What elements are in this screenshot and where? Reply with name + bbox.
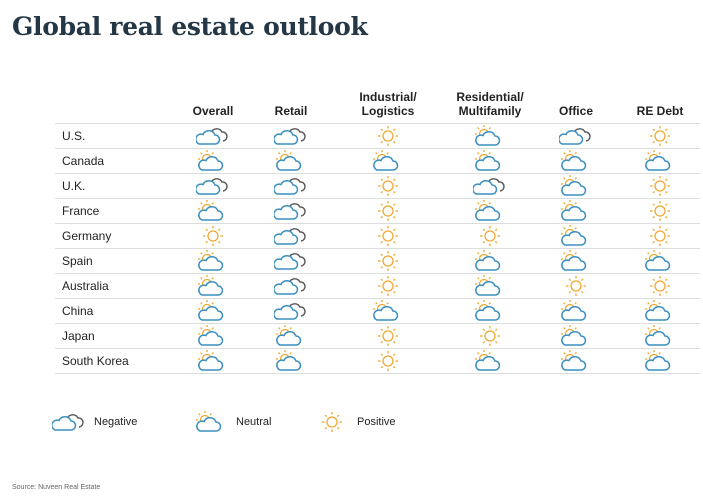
- column-header-overall: Overall: [192, 104, 234, 118]
- neutral-sun-cloud-icon: [559, 249, 593, 273]
- neutral-sun-cloud-icon: [196, 324, 230, 348]
- positive-sun-icon: [371, 199, 405, 223]
- neutral-sun-cloud-icon: [473, 274, 507, 298]
- neutral-sun-cloud-icon: [559, 299, 593, 323]
- positive-sun-icon: [559, 274, 593, 298]
- table-row: France: [55, 199, 700, 224]
- neutral-sun-cloud-icon: [559, 149, 593, 173]
- neutral-sun-cloud-icon: [196, 349, 230, 373]
- column-header-re-debt: RE Debt: [636, 104, 684, 118]
- negative-cloud-icon: [196, 174, 230, 198]
- table-row: Germany: [55, 224, 700, 249]
- neutral-sun-cloud-icon: [196, 299, 230, 323]
- neutral-sun-cloud-icon: [473, 199, 507, 223]
- country-label: U.S.: [62, 129, 86, 143]
- page-title: Global real estate outlook: [12, 12, 368, 41]
- legend-positive: Positive: [315, 410, 396, 434]
- legend-negative-label: Negative: [94, 416, 138, 428]
- country-label: South Korea: [62, 354, 129, 368]
- positive-sun-icon: [371, 249, 405, 273]
- positive-sun-icon: [473, 224, 507, 248]
- neutral-sun-cloud-icon: [371, 149, 405, 173]
- legend-neutral: Neutral: [194, 410, 271, 434]
- legend-positive-label: Positive: [357, 416, 396, 428]
- neutral-sun-cloud-icon: [196, 274, 230, 298]
- neutral-sun-cloud-icon: [559, 224, 593, 248]
- neutral-sun-cloud-icon: [274, 349, 308, 373]
- country-label: Australia: [62, 279, 109, 293]
- country-label: Germany: [62, 229, 112, 243]
- table-row: South Korea: [55, 349, 700, 374]
- negative-cloud-icon: [274, 124, 308, 148]
- positive-sun-icon: [643, 224, 677, 248]
- positive-sun-icon: [371, 324, 405, 348]
- column-header-office: Office: [558, 104, 593, 118]
- positive-sun-icon: [473, 324, 507, 348]
- neutral-sun-cloud-icon: [643, 349, 677, 373]
- positive-sun-icon: [371, 274, 405, 298]
- table-row: Canada: [55, 149, 700, 174]
- neutral-sun-cloud-icon: [473, 124, 507, 148]
- table-row: U.S.: [55, 124, 700, 149]
- table-row: Spain: [55, 249, 700, 274]
- positive-sun-icon: [371, 224, 405, 248]
- positive-sun-icon: [371, 349, 405, 373]
- negative-cloud-icon: [274, 199, 308, 223]
- country-label: Spain: [62, 254, 93, 268]
- neutral-sun-cloud-icon: [559, 349, 593, 373]
- country-label: U.K.: [62, 179, 86, 193]
- negative-cloud-icon: [274, 274, 308, 298]
- positive-sun-icon: [643, 124, 677, 148]
- country-label: France: [62, 204, 100, 218]
- column-header-retail: Retail: [274, 104, 308, 118]
- negative-cloud-icon: [274, 299, 308, 323]
- neutral-sun-cloud-icon: [643, 299, 677, 323]
- negative-cloud-icon: [274, 249, 308, 273]
- negative-cloud-icon: [559, 124, 593, 148]
- positive-sun-icon: [196, 224, 230, 248]
- neutral-sun-cloud-icon: [473, 349, 507, 373]
- outlook-table: U.S. Canada U.K. France Germany Spain Australi…: [55, 123, 700, 374]
- neutral-sun-cloud-icon: [559, 174, 593, 198]
- neutral-sun-cloud-icon: [643, 249, 677, 273]
- country-label: China: [62, 304, 94, 318]
- neutral-sun-cloud-icon: [196, 199, 230, 223]
- legend-neutral-label: Neutral: [236, 416, 272, 428]
- positive-sun-icon: [371, 124, 405, 148]
- negative-cloud-icon: [473, 174, 507, 198]
- negative-cloud-icon: [52, 410, 86, 434]
- neutral-sun-cloud-icon: [196, 149, 230, 173]
- table-row: Japan: [55, 324, 700, 349]
- neutral-sun-cloud-icon: [559, 324, 593, 348]
- neutral-sun-cloud-icon: [473, 149, 507, 173]
- neutral-sun-cloud-icon: [194, 410, 228, 434]
- column-header-industrial: Industrial/ Logistics: [359, 90, 417, 118]
- table-row: U.K.: [55, 174, 700, 199]
- positive-sun-icon: [643, 199, 677, 223]
- neutral-sun-cloud-icon: [473, 299, 507, 323]
- negative-cloud-icon: [274, 174, 308, 198]
- neutral-sun-cloud-icon: [196, 249, 230, 273]
- positive-sun-icon: [643, 174, 677, 198]
- country-label: Canada: [62, 154, 105, 168]
- country-label: Japan: [62, 329, 95, 343]
- neutral-sun-cloud-icon: [473, 249, 507, 273]
- neutral-sun-cloud-icon: [643, 149, 677, 173]
- table-row: Australia: [55, 274, 700, 299]
- table-row: China: [55, 299, 700, 324]
- column-header-residential: Residential/ Multifamily: [456, 90, 524, 118]
- negative-cloud-icon: [274, 224, 308, 248]
- neutral-sun-cloud-icon: [643, 324, 677, 348]
- neutral-sun-cloud-icon: [371, 299, 405, 323]
- negative-cloud-icon: [196, 124, 230, 148]
- neutral-sun-cloud-icon: [559, 199, 593, 223]
- neutral-sun-cloud-icon: [274, 149, 308, 173]
- positive-sun-icon: [643, 274, 677, 298]
- positive-sun-icon: [371, 174, 405, 198]
- positive-sun-icon: [315, 410, 349, 434]
- legend-negative: Negative: [52, 410, 137, 434]
- source-note: Source: Nuveen Real Estate: [12, 484, 101, 491]
- neutral-sun-cloud-icon: [274, 324, 308, 348]
